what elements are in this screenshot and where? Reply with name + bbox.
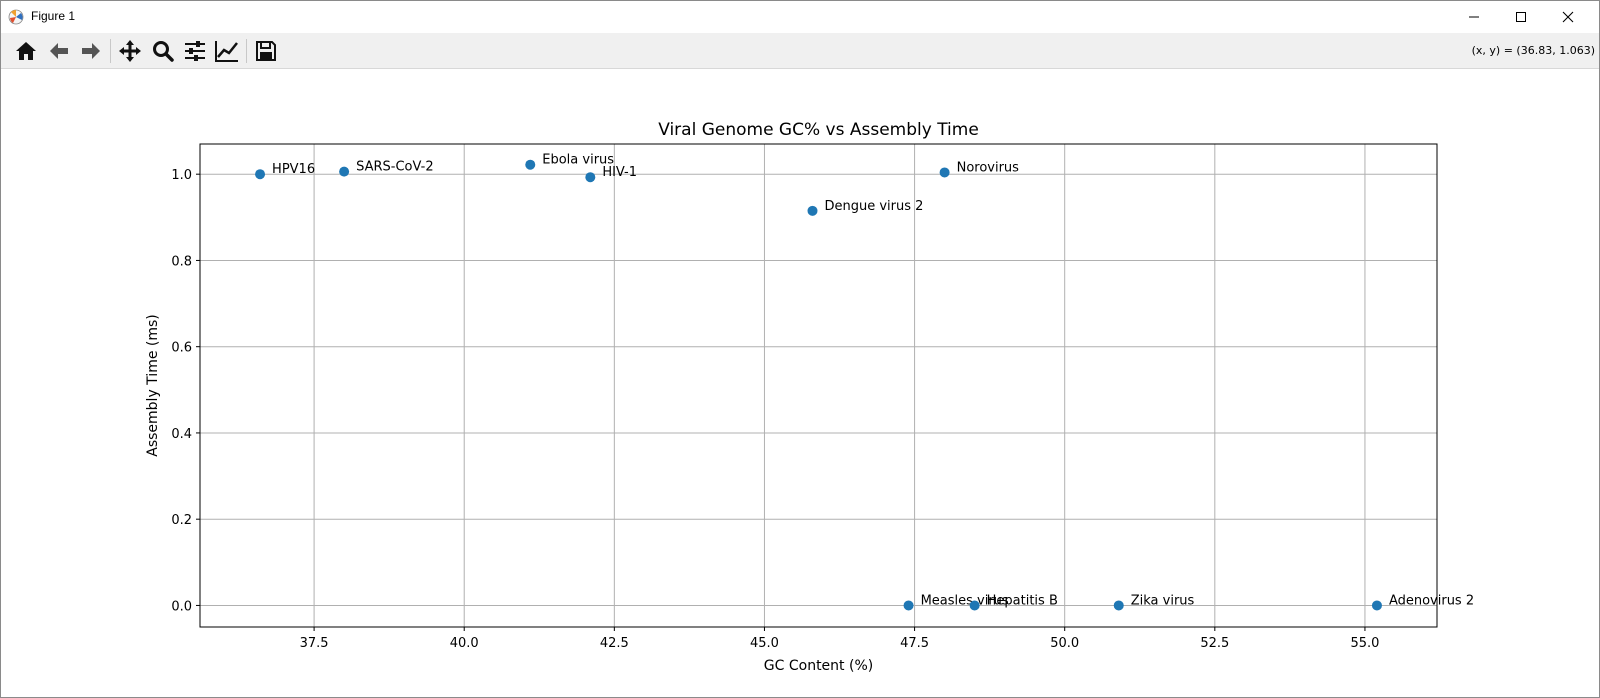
scatter-point (525, 159, 536, 170)
minimize-button[interactable] (1451, 1, 1497, 33)
configure-subplots-button[interactable] (181, 37, 209, 65)
home-button[interactable] (12, 37, 40, 65)
maximize-button[interactable] (1498, 1, 1544, 33)
toolbar-separator (246, 39, 247, 63)
chart-title: Viral Genome GC% vs Assembly Time (658, 120, 979, 140)
point-label: Norovirus (957, 160, 1020, 175)
matplotlib-icon (7, 8, 25, 26)
point-label: Hepatitis B (987, 593, 1058, 608)
cursor-coordinates: (x, y) = (36.83, 1.063) (1471, 44, 1595, 57)
scatter-point (807, 205, 818, 216)
point-label: Adenovirus 2 (1389, 593, 1474, 608)
minimize-icon (1469, 16, 1479, 18)
line-chart-icon (215, 41, 238, 62)
scatter-point (255, 169, 266, 180)
scatter-point (1113, 600, 1124, 611)
figure-canvas[interactable]: 37.5 40.0 42.5 45.0 47.5 50.0 52.5 55.0 0.0 0.2 0.… (1, 69, 1599, 697)
toolbar-separator (110, 39, 111, 63)
x-tick-label: 47.5 (900, 636, 929, 651)
window-title: Figure 1 (31, 9, 76, 23)
save-disk-icon (256, 41, 276, 61)
back-arrow-icon (50, 43, 68, 59)
y-tick-label: 0.0 (171, 599, 192, 614)
scatter-point (969, 600, 980, 611)
sliders-icon (185, 41, 205, 61)
zoom-button[interactable] (149, 37, 177, 65)
grid (200, 144, 1437, 627)
pan-move-icon (119, 40, 141, 62)
home-icon (16, 42, 36, 60)
save-button[interactable] (252, 37, 280, 65)
point-label: HPV16 (272, 162, 315, 177)
edit-axes-button[interactable] (213, 37, 241, 65)
point-label: SARS-CoV-2 (356, 160, 434, 175)
scatter-point (339, 166, 350, 177)
close-icon (1562, 11, 1574, 23)
point-label: Ebola virus (542, 153, 614, 168)
forward-arrow-icon (82, 43, 100, 59)
zoom-magnifier-icon (153, 41, 174, 62)
x-tick-label: 50.0 (1050, 636, 1079, 651)
close-button[interactable] (1545, 1, 1591, 33)
x-tick-label: 42.5 (600, 636, 629, 651)
title-bar: Figure 1 (1, 1, 1599, 33)
x-axis-label: GC Content (%) (764, 658, 873, 674)
forward-button[interactable] (77, 37, 105, 65)
x-tick-label: 40.0 (450, 636, 479, 651)
point-label: Zika virus (1131, 593, 1195, 608)
scatter-chart: 37.5 40.0 42.5 45.0 47.5 50.0 52.5 55.0 0.0 0.2 0.… (145, 120, 1474, 674)
scatter-point (1371, 600, 1382, 611)
y-tick-label: 0.6 (171, 341, 192, 356)
maximize-icon (1516, 12, 1526, 22)
x-tick-label: 37.5 (300, 636, 329, 651)
y-tick-label: 0.8 (171, 254, 192, 269)
back-button[interactable] (45, 37, 73, 65)
y-tick-label: 1.0 (171, 168, 192, 183)
x-tick-label: 55.0 (1350, 636, 1379, 651)
y-tick-label: 0.2 (171, 513, 192, 528)
y-tick-label: 0.4 (171, 427, 192, 442)
x-tick-label: 45.0 (750, 636, 779, 651)
pan-button[interactable] (116, 37, 144, 65)
ticks: 37.5 40.0 42.5 45.0 47.5 50.0 52.5 55.0 0.0 0.2 0.… (171, 168, 1379, 651)
point-label: HIV-1 (602, 165, 637, 180)
x-tick-label: 52.5 (1200, 636, 1229, 651)
axes-frame (199, 143, 1438, 628)
y-axis-label: Assembly Time (ms) (145, 314, 161, 457)
point-label: Dengue virus 2 (824, 199, 923, 214)
scatter-point (939, 167, 950, 178)
navigation-toolbar: (x, y) = (36.83, 1.063) (1, 33, 1599, 69)
point-label: Measles virus (921, 593, 1009, 608)
scatter-point (585, 172, 596, 183)
scatter-point (903, 600, 914, 611)
